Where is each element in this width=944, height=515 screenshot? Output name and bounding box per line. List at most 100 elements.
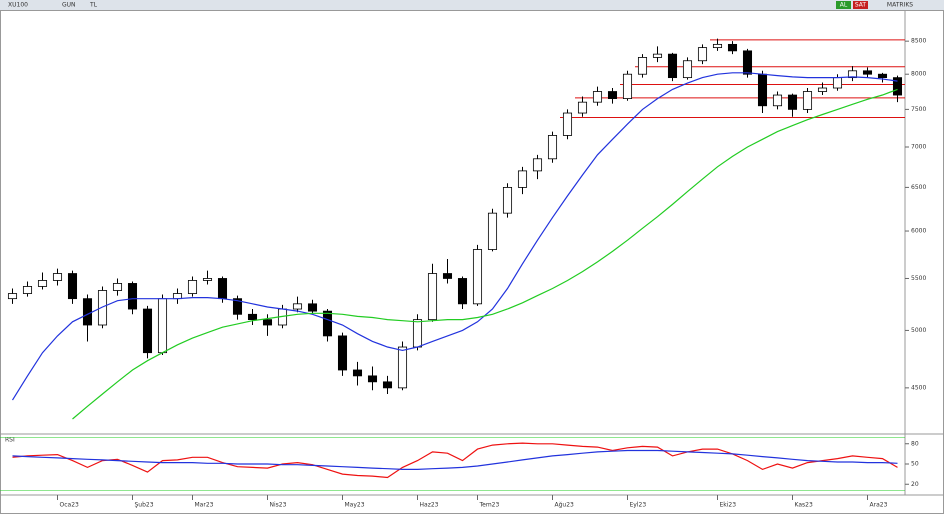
candle-body	[247, 313, 258, 321]
x-tick-label: Nis23	[270, 502, 287, 509]
candle-body	[697, 47, 708, 62]
buy-button[interactable]	[836, 1, 851, 9]
candle-body	[337, 335, 348, 371]
sell-label[interactable]: SAT	[855, 2, 867, 9]
axes: 4500 5000 5500 6000 6500 7000 7500 8000 8500 20 50…	[57, 38, 926, 509]
y-tick-label: 5000	[911, 327, 926, 334]
y-tick-label: 8500	[911, 38, 926, 45]
candle-body	[157, 298, 168, 354]
candle-body	[127, 283, 138, 310]
indicator-name: RSI	[5, 437, 15, 444]
x-tick-label: Ara23	[870, 502, 888, 509]
candle-body	[217, 278, 228, 300]
candle-body	[607, 91, 618, 99]
y-tick-label: 6000	[911, 228, 926, 235]
candle-body	[817, 87, 828, 92]
price-plot	[7, 38, 905, 420]
candle-body	[37, 280, 48, 287]
candle-body	[892, 77, 903, 96]
y-tick-label: 5500	[911, 275, 926, 282]
candle-body	[487, 212, 498, 250]
x-tick-label: Kas23	[795, 502, 813, 509]
x-tick-label: Şub23	[135, 502, 154, 509]
period[interactable]: GUN	[62, 2, 76, 9]
candle-body	[262, 319, 273, 326]
candle-body	[142, 308, 153, 354]
candle-body	[187, 280, 198, 294]
candle-body	[307, 303, 318, 312]
x-tick-label: Haz23	[420, 502, 439, 509]
candle-body	[802, 91, 813, 110]
candle-body	[367, 375, 378, 383]
candle-body	[592, 91, 603, 103]
candle-body	[382, 381, 393, 389]
indicator-tick-label: 50	[911, 461, 919, 468]
candle-body	[877, 73, 888, 79]
x-tick-label: Eyl23	[630, 502, 647, 509]
candle-body	[517, 170, 528, 188]
candle-body	[352, 369, 363, 377]
y-tick-label: 8000	[911, 71, 926, 78]
indicator-line	[12, 442, 898, 479]
toolbar	[0, 0, 944, 10]
candle-body	[397, 346, 408, 389]
frame	[0, 10, 944, 514]
candle-body	[742, 50, 753, 75]
candle-body	[472, 249, 483, 305]
indicator-line	[12, 449, 898, 470]
indicator-tick-label: 20	[911, 481, 919, 488]
candle-body	[292, 303, 303, 310]
candle-body	[442, 273, 453, 279]
candle-body	[562, 112, 573, 136]
x-tick-label: Ağu23	[555, 502, 575, 509]
candle-body	[112, 283, 123, 291]
x-tick-label: Eki23	[720, 502, 737, 509]
candle-body	[322, 310, 333, 337]
candle-body	[67, 273, 78, 300]
y-tick-label: 7500	[911, 106, 926, 113]
candle-body	[7, 293, 18, 300]
candle-body	[82, 298, 93, 326]
y-tick-label: 4500	[911, 384, 926, 391]
x-tick-label: Tem23	[479, 502, 500, 509]
candle-body	[532, 158, 543, 172]
candle-body	[682, 60, 693, 79]
candle-body	[667, 53, 678, 79]
candle-body	[457, 278, 468, 305]
candle-body	[622, 73, 633, 99]
brand: MATRIKS	[887, 2, 913, 9]
candle-body	[862, 70, 873, 75]
candle-body	[412, 319, 423, 348]
symbol[interactable]: XU100	[8, 2, 28, 9]
x-tick-label: May23	[345, 502, 365, 509]
candle-body	[547, 135, 558, 160]
y-tick-label: 6500	[911, 184, 926, 191]
candle-body	[202, 278, 213, 281]
moving-average	[72, 88, 898, 420]
candle-body	[652, 53, 663, 58]
moving-average	[11, 72, 898, 401]
sell-button[interactable]	[853, 1, 868, 9]
y-tick-label: 7000	[911, 144, 926, 151]
currency[interactable]: TL	[89, 2, 98, 9]
candle-body	[847, 70, 858, 79]
candle-body	[637, 57, 648, 75]
indicator-tick-label: 80	[911, 440, 919, 447]
candle-body	[232, 298, 243, 315]
x-tick-label: Mar23	[195, 502, 214, 509]
candle-body	[757, 73, 768, 107]
candle-body	[772, 94, 783, 107]
candle-body	[502, 187, 513, 214]
candle-body	[427, 273, 438, 321]
buy-label[interactable]: AL	[840, 2, 848, 9]
candle-body	[832, 77, 843, 89]
candle-body	[22, 286, 33, 294]
candle-body	[577, 101, 588, 114]
indicator-plot	[0, 437, 905, 491]
candle-body	[52, 273, 63, 281]
candle-body	[712, 43, 723, 49]
candle-body	[787, 94, 798, 110]
candle-body	[727, 43, 738, 52]
x-tick-label: Oca23	[60, 502, 80, 509]
